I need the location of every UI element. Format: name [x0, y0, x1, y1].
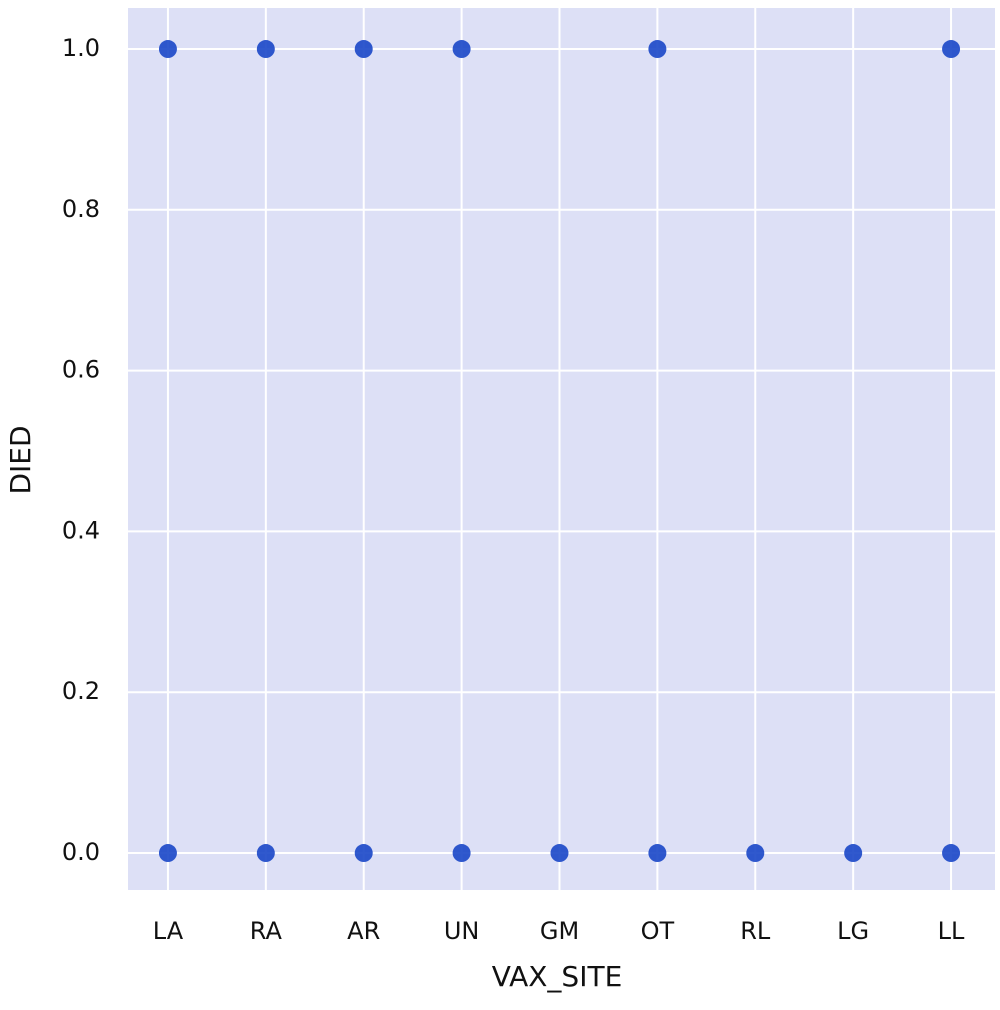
point	[452, 844, 471, 863]
point	[354, 844, 373, 863]
plot-background	[128, 8, 995, 890]
point	[354, 40, 373, 59]
y-tick-label: 0.6	[62, 356, 100, 384]
point	[158, 40, 177, 59]
point	[256, 844, 275, 863]
x-tick-label: LA	[153, 917, 184, 945]
y-tick-label: 0.0	[62, 838, 100, 866]
point	[648, 40, 667, 59]
point	[942, 40, 961, 59]
x-tick-label: RL	[740, 917, 771, 945]
point	[942, 844, 961, 863]
point	[844, 844, 863, 863]
y-tick-label: 1.0	[62, 34, 100, 62]
point	[648, 844, 667, 863]
x-tick-label: GM	[540, 917, 579, 945]
y-tick-label: 0.4	[62, 516, 100, 544]
point	[746, 844, 765, 863]
x-tick-label: LL	[938, 917, 965, 945]
y-tick-label: 0.8	[62, 195, 100, 223]
x-tick-label: OT	[641, 917, 675, 945]
y-axis-label: DIED	[4, 425, 37, 494]
x-axis-label: VAX_SITE	[492, 960, 623, 993]
y-tick-label: 0.2	[62, 677, 100, 705]
point	[256, 40, 275, 59]
x-tick-label: UN	[444, 917, 480, 945]
x-tick-label: LG	[837, 917, 869, 945]
point	[452, 40, 471, 59]
point	[158, 844, 177, 863]
point	[550, 844, 569, 863]
x-tick-label: RA	[250, 917, 283, 945]
x-tick-label: AR	[347, 917, 380, 945]
